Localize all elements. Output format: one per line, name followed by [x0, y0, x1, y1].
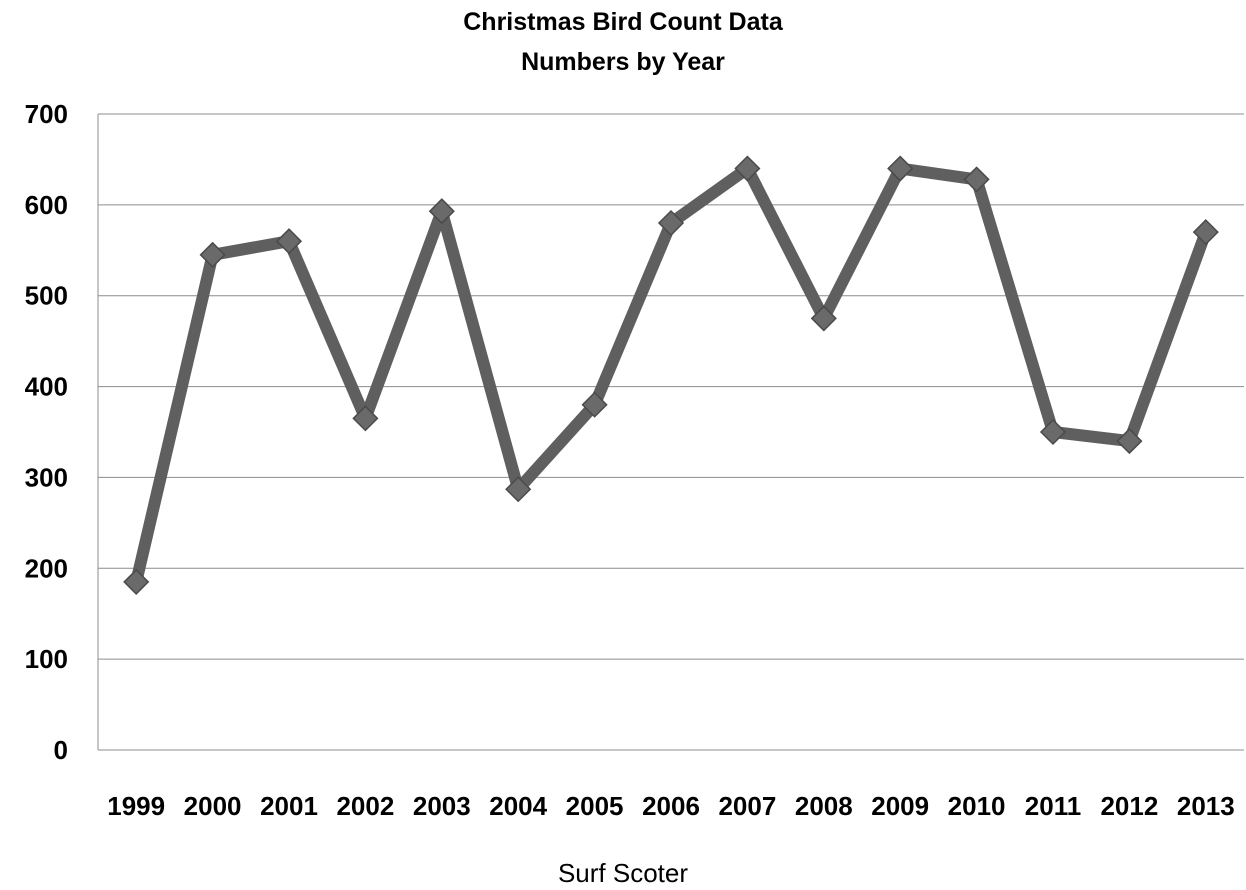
- data-point: [505, 476, 532, 503]
- data-point: [1192, 219, 1219, 246]
- x-tick-label: 2012: [1100, 791, 1158, 821]
- x-tick-label: 2002: [336, 791, 394, 821]
- y-tick-label: 200: [25, 553, 68, 583]
- x-tick-label: 2006: [642, 791, 700, 821]
- x-tick-label: 2001: [260, 791, 318, 821]
- data-point: [428, 198, 455, 225]
- y-tick-label: 600: [25, 190, 68, 220]
- x-tick-label: 2008: [795, 791, 853, 821]
- data-point: [963, 166, 990, 193]
- data-point: [1039, 418, 1067, 446]
- x-tick-label: 2013: [1177, 791, 1235, 821]
- x-tick-label: 2003: [413, 791, 471, 821]
- x-tick-label: 2004: [489, 791, 547, 821]
- y-tick-label: 0: [54, 735, 68, 765]
- data-point: [352, 405, 379, 432]
- x-tick-label: 2010: [948, 791, 1006, 821]
- chart-subtitle: Numbers by Year: [521, 48, 725, 76]
- data-point: [657, 209, 685, 237]
- data-point: [199, 241, 226, 268]
- y-tick-label: 100: [25, 644, 68, 674]
- data-point: [581, 391, 608, 418]
- chart-title: Christmas Bird Count Data: [463, 8, 783, 36]
- y-tick-label: 400: [25, 372, 68, 402]
- data-point: [810, 305, 837, 332]
- data-point: [275, 228, 303, 255]
- y-tick-label: 500: [25, 281, 68, 311]
- x-tick-label: 2000: [184, 791, 242, 821]
- data-point: [1116, 428, 1143, 455]
- x-tick-label: 2011: [1025, 791, 1081, 821]
- x-tick-label: 1999: [107, 791, 165, 821]
- x-tick-label: 2005: [566, 791, 624, 821]
- data-point: [123, 568, 150, 595]
- x-axis-label: Surf Scoter: [557, 858, 689, 888]
- data-point: [887, 155, 914, 182]
- data-point: [734, 155, 761, 182]
- y-tick-label: 300: [25, 462, 68, 492]
- y-tick-label: 700: [25, 99, 68, 129]
- x-tick-label: 2007: [718, 791, 776, 821]
- x-tick-label: 2009: [871, 791, 929, 821]
